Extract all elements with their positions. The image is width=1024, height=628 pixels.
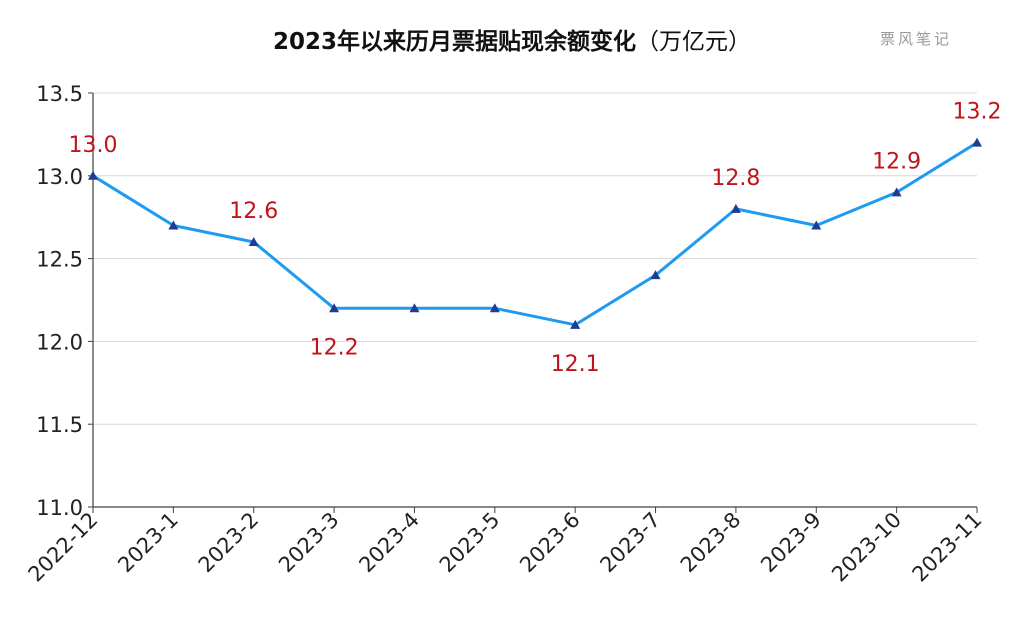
data-labels: 13.0 12.6 12.2 12.1 12.8 12.9 13.2 bbox=[69, 100, 1002, 377]
chart-title: 2023年以来历月票据贴现余额变化（万亿元） bbox=[0, 22, 1024, 56]
data-point-marker bbox=[409, 303, 420, 313]
series-line-group bbox=[92, 141, 978, 327]
data-point-marker bbox=[891, 187, 902, 197]
gridlines bbox=[93, 92, 977, 425]
x-tick-label: 2023-11 bbox=[908, 508, 987, 587]
data-point-marker bbox=[168, 220, 179, 230]
x-tick-label: 2023-1 bbox=[113, 508, 183, 578]
y-tick-label: 12.0 bbox=[36, 330, 83, 354]
data-label: 12.9 bbox=[872, 149, 921, 174]
x-tick-label: 2023-4 bbox=[354, 508, 424, 578]
chart-title-unit: （万亿元） bbox=[636, 29, 751, 55]
chart-title-text: 2023年以来历月票据贴现余额变化 bbox=[272, 29, 636, 55]
data-point-marker bbox=[811, 220, 822, 230]
x-tick-label: 2023-8 bbox=[676, 508, 746, 578]
data-point-marker bbox=[730, 203, 741, 213]
data-point-marker bbox=[650, 270, 661, 280]
x-tick-label: 2023-7 bbox=[596, 508, 666, 578]
x-tick-label: 2023-9 bbox=[756, 508, 826, 578]
x-tick-label: 2023-6 bbox=[515, 508, 585, 578]
data-points bbox=[88, 137, 982, 329]
watermark: 票风笔记 bbox=[880, 30, 953, 48]
data-point-marker bbox=[88, 170, 98, 180]
data-point-marker bbox=[972, 137, 982, 147]
y-tick-label: 12.5 bbox=[36, 248, 83, 272]
x-tick-label: 2023-5 bbox=[435, 508, 505, 578]
data-label: 12.1 bbox=[551, 352, 600, 377]
x-tick-label: 2023-10 bbox=[827, 508, 906, 587]
data-point-marker bbox=[248, 237, 259, 247]
data-label: 13.2 bbox=[953, 100, 1002, 125]
x-tick-label: 2023-3 bbox=[274, 508, 344, 578]
data-label: 12.2 bbox=[310, 335, 359, 360]
y-tick-label: 13.5 bbox=[36, 82, 83, 106]
y-tick-label: 11.0 bbox=[36, 496, 83, 520]
data-point-marker bbox=[489, 303, 500, 313]
x-tick-label: 2023-2 bbox=[194, 508, 264, 578]
data-label: 12.8 bbox=[711, 166, 760, 191]
y-tick-label: 11.5 bbox=[36, 413, 83, 437]
data-label: 12.6 bbox=[229, 199, 278, 224]
y-tick-label: 13.0 bbox=[36, 165, 83, 189]
data-point-marker bbox=[570, 319, 581, 329]
data-point-marker bbox=[329, 303, 340, 313]
series-line bbox=[92, 141, 978, 327]
data-label: 13.0 bbox=[69, 133, 118, 158]
